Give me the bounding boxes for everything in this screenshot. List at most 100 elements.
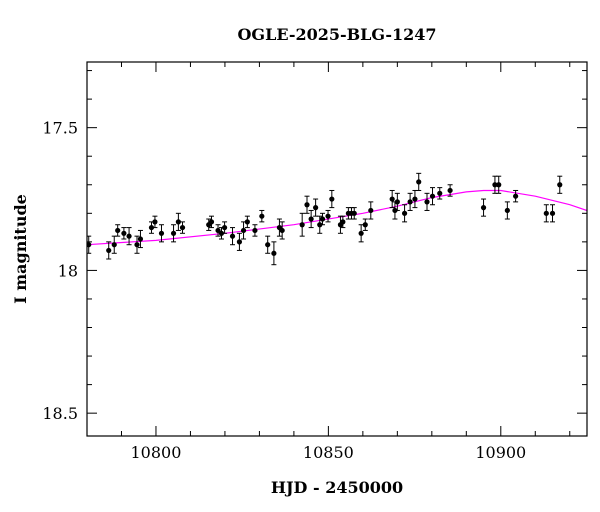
data-point [240,221,247,240]
data-marker [557,182,563,188]
data-marker [401,210,408,216]
data-point [480,198,487,217]
data-point [208,215,215,229]
data-marker [325,213,331,219]
data-marker [126,233,132,239]
data-point [492,175,498,194]
x-tick-label: 10850 [303,443,354,462]
data-point [236,232,243,251]
data-point [106,241,112,260]
plot-frame [86,61,588,437]
data-marker [416,179,422,185]
data-marker [236,239,243,245]
data-point [215,224,221,237]
data-marker [362,222,368,228]
data-marker [115,227,121,234]
data-point [447,184,453,197]
data-marker [279,227,285,234]
data-point [121,227,127,240]
y-tick-label: 18 [58,261,78,280]
data-point [111,235,117,254]
data-point [152,215,158,229]
data-marker [308,216,314,222]
data-point [429,187,436,206]
data-marker [265,242,271,248]
data-point [134,235,140,254]
data-marker [351,210,357,216]
data-marker [229,233,236,239]
data-marker [549,210,556,216]
data-point [340,215,346,229]
data-point [259,209,265,223]
data-marker [134,242,140,248]
data-point [437,187,443,200]
data-marker [87,242,92,248]
data-marker [215,227,221,234]
data-point [362,218,368,231]
data-marker [240,227,247,234]
data-marker [170,230,177,236]
data-point [158,224,165,243]
data-marker [111,242,117,248]
data-marker [389,196,395,202]
x-tick-label: 10900 [475,443,526,462]
data-point [221,221,228,234]
data-point [229,227,236,246]
data-marker [158,230,165,236]
data-marker [480,205,487,211]
data-point [319,212,326,226]
data-point [513,189,519,203]
data-marker [358,230,364,236]
data-point [279,221,285,240]
data-point [407,192,413,211]
x-tick-label: 10800 [131,443,182,462]
data-marker [218,230,225,236]
data-point [329,189,335,209]
data-point [389,189,395,209]
y-tick-label: 17.5 [42,119,78,138]
data-point [337,215,344,234]
data-point [175,212,181,231]
data-point [358,224,364,243]
data-marker [429,193,436,199]
data-marker [208,219,215,225]
data-point [308,209,314,229]
data-point [170,224,177,243]
data-marker [148,224,155,231]
data-point [351,207,357,220]
data-point [416,172,422,191]
data-marker [368,207,374,214]
y-axis-label: I magnitude [11,194,30,304]
data-marker [496,182,502,188]
data-marker [424,199,430,205]
data-marker [106,247,112,254]
data-point [543,204,549,223]
data-marker [259,213,265,219]
data-point [244,215,250,229]
x-axis-label: HJD - 2450000 [271,478,403,497]
data-marker [244,219,250,225]
data-point [412,189,418,209]
chart-title: OGLE-2025-BLG-1247 [237,25,436,44]
data-marker [221,224,228,231]
data-point [126,227,132,246]
plot-area [87,172,587,266]
data-point [394,192,400,211]
data-marker [513,193,519,199]
data-marker [121,230,127,236]
data-marker [394,199,400,205]
data-point [265,235,271,254]
data-marker [299,222,305,228]
data-point [271,241,277,266]
data-point [368,201,374,220]
data-point [179,221,186,234]
data-point [496,175,502,194]
data-marker [175,219,181,225]
data-marker [317,222,323,228]
data-marker [437,190,443,196]
data-point [549,204,556,223]
data-point [325,209,331,223]
data-point [304,195,310,214]
model-curve [87,189,587,246]
